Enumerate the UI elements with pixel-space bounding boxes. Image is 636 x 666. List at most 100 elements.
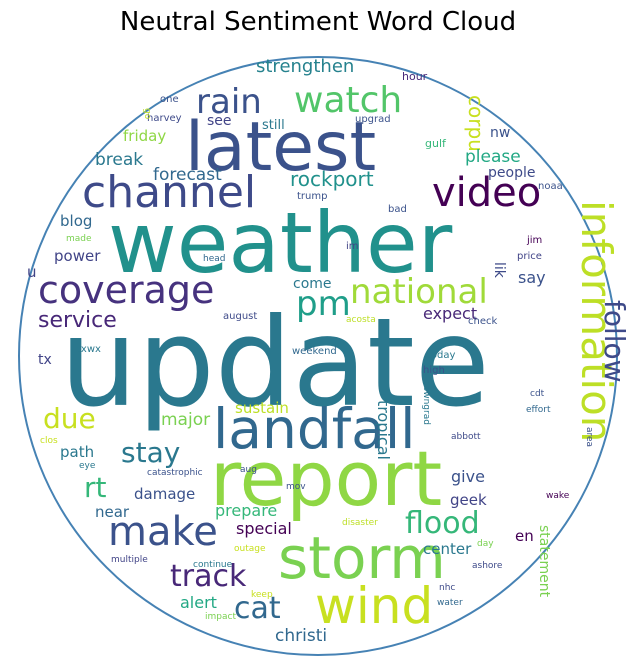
word-landfall: landfall xyxy=(213,397,415,461)
word-please: please xyxy=(465,147,521,167)
word-say: say xyxy=(518,268,546,287)
word-mov: mov xyxy=(286,482,306,492)
word-major: major xyxy=(161,410,210,430)
word-rockport: rockport xyxy=(290,167,374,191)
word-center: center xyxy=(423,540,472,558)
word-upgrad: upgrad xyxy=(355,114,391,125)
word-information: information xyxy=(572,200,621,442)
word-downgrad: downgrad xyxy=(421,380,431,425)
word-check: check xyxy=(468,316,497,327)
word-damage: damage xyxy=(134,485,195,503)
word-hour: hour xyxy=(402,70,428,83)
cloud-mask-outline xyxy=(18,56,618,656)
word-friday: friday xyxy=(123,127,166,145)
word-abbott: abbott xyxy=(451,432,481,442)
word-path: path xyxy=(60,443,94,461)
word-national: national xyxy=(350,272,488,312)
word-go: go xyxy=(142,108,152,120)
word-u: u xyxy=(27,263,37,281)
word-weekend: weekend xyxy=(292,346,337,357)
word-weather: weather xyxy=(108,194,453,292)
word-give: give xyxy=(451,467,485,486)
word-harvey: harvey xyxy=(147,113,182,124)
word-nhc: nhc xyxy=(439,583,455,593)
word-jim: jim xyxy=(526,235,542,246)
word-gulf: gulf xyxy=(425,137,447,150)
word-special: special xyxy=(236,519,292,538)
word-ashore: ashore xyxy=(472,561,503,571)
word-watch: watch xyxy=(294,80,402,121)
word-disaster: disaster xyxy=(342,518,378,528)
word-power: power xyxy=(54,247,101,265)
word-report: report xyxy=(210,434,442,523)
word-wake: wake xyxy=(546,491,570,501)
word-channel: channel xyxy=(82,167,256,218)
word-tx: tx xyxy=(38,352,52,368)
word-geek: geek xyxy=(450,491,487,509)
word-rt: rt xyxy=(84,471,107,504)
word-effort: effort xyxy=(526,405,551,415)
word-august: august xyxy=(223,311,257,322)
word-corpu: corpu xyxy=(464,95,488,152)
word-head: head xyxy=(203,254,225,264)
word-prepare: prepare xyxy=(215,501,277,520)
word-wind: wind xyxy=(315,577,433,635)
word-come: come xyxy=(293,276,332,292)
word-im: im xyxy=(346,241,359,252)
word-noaa: noaa xyxy=(538,181,563,192)
word-high: high xyxy=(423,365,445,376)
word-cat: cat xyxy=(234,591,281,626)
word-nw: nw xyxy=(490,125,510,141)
word-service: service xyxy=(38,308,117,333)
word-acosta: acosta xyxy=(346,315,376,325)
chart-title: Neutral Sentiment Word Cloud xyxy=(119,7,517,37)
word-video: video xyxy=(432,170,541,216)
word-christi: christi xyxy=(275,626,327,646)
word-update: update xyxy=(60,292,490,434)
word-cdt: cdt xyxy=(530,389,545,399)
word-statement: statement xyxy=(536,525,552,598)
word-make: make xyxy=(108,509,218,555)
word-latest: latest xyxy=(185,108,376,187)
word-tropical: tropical xyxy=(374,400,393,460)
word-made: made xyxy=(66,234,92,244)
word-water: water xyxy=(437,598,463,608)
word-aug: aug xyxy=(240,465,257,475)
word-impact: impact xyxy=(205,612,236,622)
word-one: one xyxy=(160,94,179,105)
word-outage: outage xyxy=(234,544,266,554)
word-eye: eye xyxy=(79,461,96,471)
word-still: still xyxy=(262,118,285,133)
word-bad: bad xyxy=(388,204,407,215)
word-near: near xyxy=(95,503,130,521)
word-today: today xyxy=(427,350,456,361)
word-multiple: multiple xyxy=(111,555,148,565)
word-trump: trump xyxy=(297,191,327,202)
word-area: area xyxy=(584,427,594,447)
word-en: en xyxy=(515,527,534,545)
word-storm: storm xyxy=(278,524,446,592)
word-rain: rain xyxy=(196,82,262,122)
word-txwx: txwx xyxy=(77,344,101,355)
word-follow: follow xyxy=(598,300,631,383)
word-blog: blog xyxy=(60,212,92,230)
word-sustain: sustain xyxy=(235,399,289,417)
word-break: break xyxy=(95,150,143,170)
word-due: due xyxy=(43,402,96,435)
word-clos: clos xyxy=(40,436,58,446)
word-people: people xyxy=(488,165,535,181)
word-catastrophic: catastrophic xyxy=(147,468,203,478)
word-price: price xyxy=(517,251,542,262)
word-continue: continue xyxy=(193,560,233,570)
word-strengthen: strengthen xyxy=(256,56,354,77)
word-flood: flood xyxy=(405,506,480,541)
word-day: day xyxy=(477,539,494,549)
word-expect: expect xyxy=(423,304,477,323)
word-track: track xyxy=(170,559,247,594)
word-pm: pm xyxy=(296,284,351,324)
word-coverage: coverage xyxy=(38,268,214,312)
word-keep: keep xyxy=(251,590,273,600)
word-alert: alert xyxy=(180,593,217,612)
word-lik: lik xyxy=(491,262,507,279)
